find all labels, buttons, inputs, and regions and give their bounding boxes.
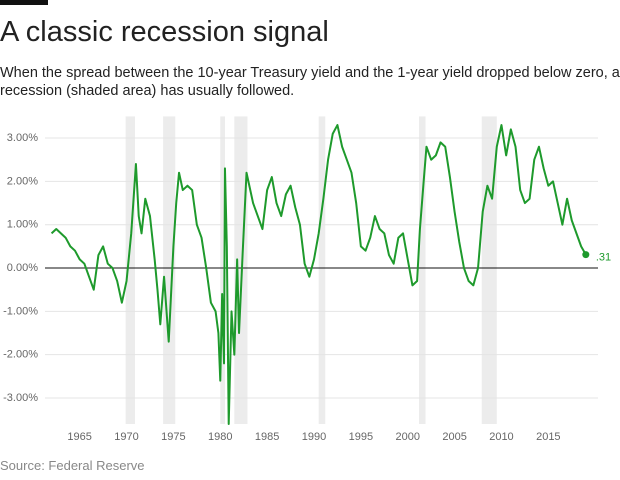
recession-band	[318, 116, 326, 425]
x-tick-label: 2015	[536, 431, 560, 443]
x-tick-label: 1995	[349, 431, 373, 443]
y-tick-label: -2.00%	[3, 349, 38, 361]
accent-bar	[0, 0, 48, 5]
end-dot	[582, 251, 590, 259]
chart-title: A classic recession signal	[0, 16, 329, 48]
x-tick-label: 1975	[161, 431, 185, 443]
end-label: .31	[596, 252, 611, 264]
recession-band	[163, 116, 176, 425]
x-tick-label: 1985	[255, 431, 279, 443]
x-tick-label: 1965	[67, 431, 91, 443]
data-line	[50, 124, 587, 425]
y-tick-label: 2.00%	[7, 175, 38, 187]
x-tick-label: 1980	[208, 431, 232, 443]
x-tick-label: 1990	[302, 431, 326, 443]
recession-band	[125, 116, 135, 425]
x-tick-label: 1970	[114, 431, 138, 443]
y-tick-label: 0.00%	[7, 262, 38, 274]
y-tick-label: 3.00%	[7, 132, 38, 144]
y-tick-label: 1.00%	[7, 219, 38, 231]
y-tick-label: -3.00%	[3, 392, 38, 404]
chart-subtitle: When the spread between the 10-year Trea…	[0, 65, 620, 99]
source: Source: Federal Reserve	[0, 458, 145, 473]
x-tick-label: 2000	[395, 431, 419, 443]
recession-band	[220, 116, 225, 425]
y-tick-label: -1.00%	[3, 305, 38, 317]
x-tick-label: 2010	[489, 431, 513, 443]
x-tick-label: 2005	[442, 431, 466, 443]
recession-band	[418, 116, 426, 425]
